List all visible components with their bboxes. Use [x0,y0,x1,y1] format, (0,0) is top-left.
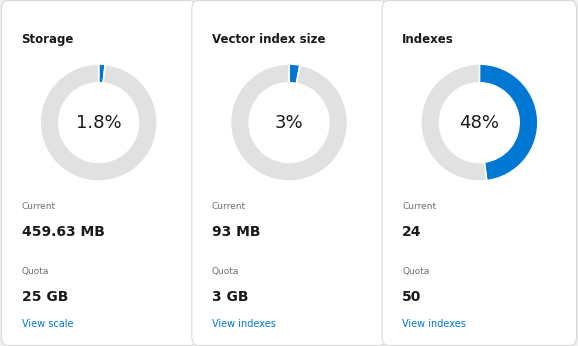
Text: 50: 50 [402,290,422,304]
Text: Current: Current [402,202,436,211]
Text: Indexes: Indexes [402,33,454,46]
Text: 48%: 48% [460,113,499,131]
Text: Current: Current [212,202,246,211]
Wedge shape [231,64,347,181]
Text: 1.8%: 1.8% [76,113,121,131]
Text: 3%: 3% [275,113,303,131]
Text: 459.63 MB: 459.63 MB [21,225,105,239]
Text: 3 GB: 3 GB [212,290,249,304]
Text: 24: 24 [402,225,422,239]
Text: Quota: Quota [21,267,49,276]
Text: View scale: View scale [21,319,73,329]
Text: 93 MB: 93 MB [212,225,261,239]
Wedge shape [99,64,105,83]
Wedge shape [421,64,487,181]
Text: View indexes: View indexes [402,319,466,329]
Wedge shape [40,64,157,181]
Wedge shape [289,64,300,83]
Text: Quota: Quota [212,267,239,276]
Text: Vector index size: Vector index size [212,33,325,46]
FancyBboxPatch shape [192,1,386,345]
Text: View indexes: View indexes [212,319,276,329]
Wedge shape [479,64,538,181]
Text: Storage: Storage [21,33,74,46]
FancyBboxPatch shape [1,1,196,345]
Text: Current: Current [21,202,55,211]
Text: Quota: Quota [402,267,429,276]
Text: 25 GB: 25 GB [21,290,68,304]
FancyBboxPatch shape [382,1,577,345]
